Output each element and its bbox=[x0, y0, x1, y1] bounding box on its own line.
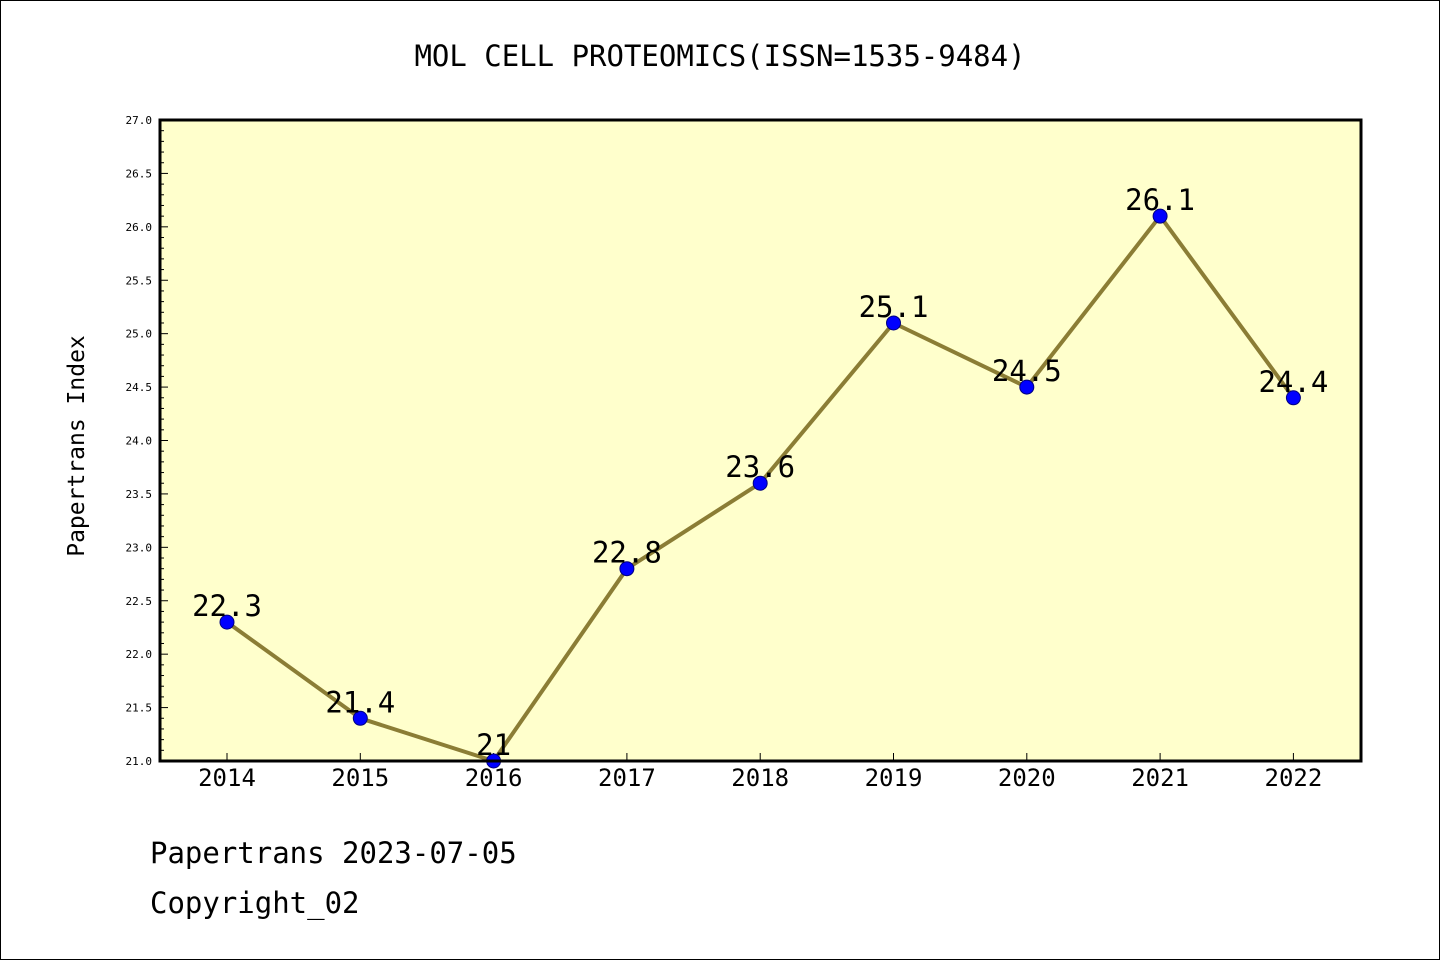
y-tick-label: 22.5 bbox=[126, 595, 153, 608]
y-tick-label: 21.5 bbox=[126, 702, 153, 715]
data-label: 21 bbox=[476, 728, 511, 762]
marker-layer bbox=[219, 208, 1301, 769]
data-point bbox=[1152, 208, 1168, 224]
x-tick-label: 2016 bbox=[465, 764, 523, 792]
data-point bbox=[1285, 390, 1301, 406]
x-tick-label: 2020 bbox=[998, 764, 1056, 792]
footer-date-text: Papertrans 2023-07-05 bbox=[150, 836, 517, 870]
plot-border bbox=[158, 118, 1363, 763]
data-point bbox=[886, 315, 901, 331]
y-tick-label: 26.5 bbox=[126, 167, 153, 180]
y-tick-label: 23.5 bbox=[126, 488, 153, 501]
y-tick-label: 26.0 bbox=[126, 221, 153, 234]
y-tick-label: 22.0 bbox=[126, 648, 153, 661]
data-label: 25.1 bbox=[859, 290, 929, 324]
footer-copyright-text: Copyright_02 bbox=[150, 886, 360, 920]
x-tick-label: 2018 bbox=[731, 764, 789, 792]
data-point bbox=[1019, 379, 1035, 395]
x-tick-label: 2015 bbox=[331, 764, 389, 792]
data-point bbox=[752, 475, 768, 491]
data-label: 21.4 bbox=[325, 685, 395, 719]
x-tick-label: 2014 bbox=[198, 764, 256, 792]
data-point bbox=[619, 561, 635, 577]
y-tick-label: 27.0 bbox=[126, 114, 153, 127]
x-tick-label: 2021 bbox=[1131, 764, 1189, 792]
x-tick-label: 2019 bbox=[865, 764, 923, 792]
data-label: 24.4 bbox=[1258, 365, 1328, 399]
x-axis-ticks: 2014 2015 2016 2017 2018 2019 2020 2021 2022 bbox=[198, 753, 1322, 792]
y-tick-label: 25.5 bbox=[126, 274, 153, 287]
data-label: 26.1 bbox=[1125, 183, 1195, 217]
x-tick-label: 2022 bbox=[1265, 764, 1323, 792]
y-tick-label: 25.0 bbox=[126, 328, 153, 341]
data-label: 22.8 bbox=[592, 536, 662, 570]
data-label: 23.6 bbox=[725, 450, 795, 484]
chart-title: MOL CELL PROTEOMICS(ISSN=1535-9484) bbox=[414, 39, 1025, 73]
x-tick-label: 2017 bbox=[598, 764, 656, 792]
y-axis-label: Papertrans Index bbox=[64, 335, 90, 557]
y-tick-label: 24.0 bbox=[126, 435, 153, 448]
y-tick-label: 24.5 bbox=[126, 381, 153, 394]
data-label: 22.3 bbox=[192, 589, 262, 623]
y-tick-label: 21.0 bbox=[126, 755, 153, 768]
data-point bbox=[352, 710, 368, 726]
data-label: 24.5 bbox=[992, 354, 1062, 388]
y-tick-label: 23.0 bbox=[126, 541, 153, 554]
data-point bbox=[219, 614, 235, 630]
plot-area bbox=[160, 120, 1361, 761]
data-label-layer: 22.3 21.4 21 22.8 23.6 25.1 24.5 26.1 24.4 bbox=[192, 183, 1328, 762]
